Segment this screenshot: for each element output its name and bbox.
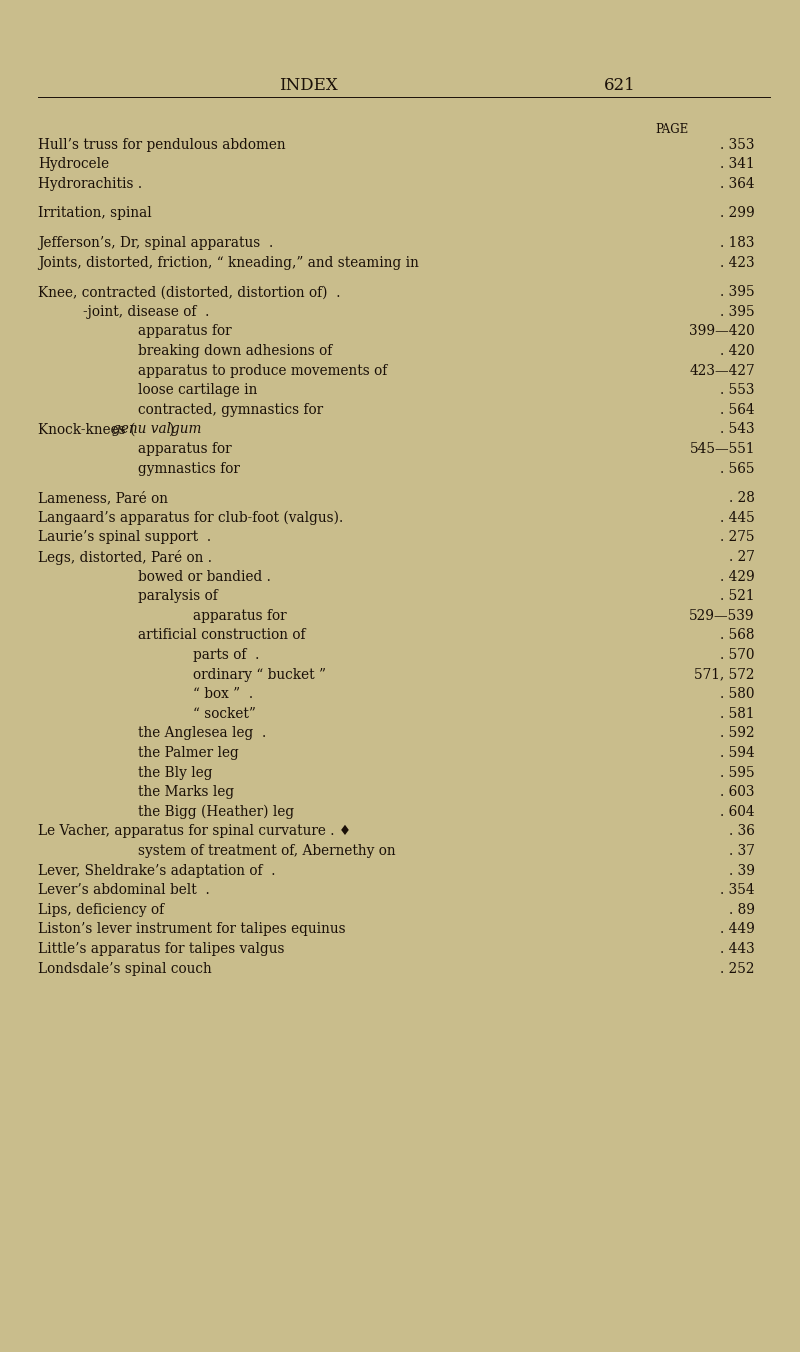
Text: . 592: . 592 bbox=[720, 726, 755, 741]
Text: . 521: . 521 bbox=[721, 589, 755, 603]
Text: INDEX: INDEX bbox=[278, 77, 338, 93]
Text: “ box ”  .: “ box ” . bbox=[193, 687, 253, 702]
Text: . 594: . 594 bbox=[720, 746, 755, 760]
Text: . 423: . 423 bbox=[720, 256, 755, 269]
Text: Lever, Sheldrake’s adaptation of  .: Lever, Sheldrake’s adaptation of . bbox=[38, 864, 275, 877]
Text: apparatus for: apparatus for bbox=[138, 324, 232, 338]
Text: the Bly leg: the Bly leg bbox=[138, 765, 213, 780]
Text: the Palmer leg: the Palmer leg bbox=[138, 746, 238, 760]
Text: . 564: . 564 bbox=[720, 403, 755, 416]
Text: Legs, distorted, Paré on .: Legs, distorted, Paré on . bbox=[38, 549, 212, 565]
Text: . 395: . 395 bbox=[720, 304, 755, 319]
Text: Knock-knees (: Knock-knees ( bbox=[38, 422, 135, 437]
Text: . 354: . 354 bbox=[720, 883, 755, 898]
Text: Joints, distorted, friction, “ kneading,” and steaming in: Joints, distorted, friction, “ kneading,… bbox=[38, 256, 419, 269]
Text: PAGE: PAGE bbox=[655, 123, 689, 137]
Text: . 39: . 39 bbox=[729, 864, 755, 877]
Text: -joint, disease of  .: -joint, disease of . bbox=[83, 304, 210, 319]
Text: Little’s apparatus for talipes valgus: Little’s apparatus for talipes valgus bbox=[38, 942, 285, 956]
Text: . 595: . 595 bbox=[720, 765, 755, 780]
Text: 621: 621 bbox=[604, 77, 636, 93]
Text: . 37: . 37 bbox=[729, 844, 755, 859]
Text: bowed or bandied .: bowed or bandied . bbox=[138, 569, 271, 584]
Text: genu valgum: genu valgum bbox=[112, 422, 202, 437]
Text: Irritation, spinal: Irritation, spinal bbox=[38, 207, 152, 220]
Text: Lever’s abdominal belt  .: Lever’s abdominal belt . bbox=[38, 883, 210, 898]
Text: Jefferson’s, Dr, spinal apparatus  .: Jefferson’s, Dr, spinal apparatus . bbox=[38, 237, 274, 250]
Text: . 183: . 183 bbox=[721, 237, 755, 250]
Text: Hydrocele: Hydrocele bbox=[38, 157, 109, 172]
Text: Liston’s lever instrument for talipes equinus: Liston’s lever instrument for talipes eq… bbox=[38, 922, 346, 937]
Text: Langaard’s apparatus for club-foot (valgus).: Langaard’s apparatus for club-foot (valg… bbox=[38, 511, 343, 525]
Text: . 395: . 395 bbox=[720, 285, 755, 299]
Text: . 543: . 543 bbox=[720, 422, 755, 437]
Text: . 275: . 275 bbox=[721, 530, 755, 545]
Text: Londsdale’s spinal couch: Londsdale’s spinal couch bbox=[38, 961, 212, 976]
Text: . 570: . 570 bbox=[721, 648, 755, 662]
Text: the Marks leg: the Marks leg bbox=[138, 786, 234, 799]
Text: the Anglesea leg  .: the Anglesea leg . bbox=[138, 726, 266, 741]
Text: . 443: . 443 bbox=[720, 942, 755, 956]
Text: 399—420: 399—420 bbox=[690, 324, 755, 338]
Text: Laurie’s spinal support  .: Laurie’s spinal support . bbox=[38, 530, 211, 545]
Text: apparatus to produce movements of: apparatus to produce movements of bbox=[138, 364, 387, 377]
Text: loose cartilage in: loose cartilage in bbox=[138, 383, 258, 397]
Text: contracted, gymnastics for: contracted, gymnastics for bbox=[138, 403, 323, 416]
Text: . 36: . 36 bbox=[729, 825, 755, 838]
Text: gymnastics for: gymnastics for bbox=[138, 461, 240, 476]
Text: . 604: . 604 bbox=[720, 804, 755, 819]
Text: the Bigg (Heather) leg: the Bigg (Heather) leg bbox=[138, 804, 294, 819]
Text: breaking down adhesions of: breaking down adhesions of bbox=[138, 343, 332, 358]
Text: . 580: . 580 bbox=[721, 687, 755, 702]
Text: . 89: . 89 bbox=[729, 903, 755, 917]
Text: . 364: . 364 bbox=[720, 177, 755, 191]
Text: . 27: . 27 bbox=[729, 550, 755, 564]
Text: 571, 572: 571, 572 bbox=[694, 668, 755, 681]
Text: . 299: . 299 bbox=[720, 207, 755, 220]
Text: Lips, deficiency of: Lips, deficiency of bbox=[38, 903, 164, 917]
Text: . 341: . 341 bbox=[720, 157, 755, 172]
Text: apparatus for: apparatus for bbox=[138, 442, 232, 456]
Text: Hydrorachitis .: Hydrorachitis . bbox=[38, 177, 142, 191]
Text: Lameness, Paré on: Lameness, Paré on bbox=[38, 491, 168, 506]
Text: artificial construction of: artificial construction of bbox=[138, 629, 306, 642]
Text: 529—539: 529—539 bbox=[690, 608, 755, 623]
Text: paralysis of: paralysis of bbox=[138, 589, 218, 603]
Text: 423—427: 423—427 bbox=[690, 364, 755, 377]
Text: system of treatment of, Abernethy on: system of treatment of, Abernethy on bbox=[138, 844, 396, 859]
Text: . 420: . 420 bbox=[720, 343, 755, 358]
Text: . 252: . 252 bbox=[721, 961, 755, 976]
Text: Knee, contracted (distorted, distortion of)  .: Knee, contracted (distorted, distortion … bbox=[38, 285, 341, 299]
Text: parts of  .: parts of . bbox=[193, 648, 259, 662]
Text: . 603: . 603 bbox=[721, 786, 755, 799]
Text: Hull’s truss for pendulous abdomen: Hull’s truss for pendulous abdomen bbox=[38, 138, 286, 151]
Text: . 429: . 429 bbox=[720, 569, 755, 584]
Text: . 581: . 581 bbox=[721, 707, 755, 721]
Text: “ socket”: “ socket” bbox=[193, 707, 256, 721]
Text: . 449: . 449 bbox=[720, 922, 755, 937]
Text: 545—551: 545—551 bbox=[690, 442, 755, 456]
Text: . 553: . 553 bbox=[721, 383, 755, 397]
Text: apparatus for: apparatus for bbox=[193, 608, 286, 623]
Text: ordinary “ bucket ”: ordinary “ bucket ” bbox=[193, 668, 326, 681]
Text: Le Vacher, apparatus for spinal curvature . ♦: Le Vacher, apparatus for spinal curvatur… bbox=[38, 825, 351, 838]
Text: . 568: . 568 bbox=[721, 629, 755, 642]
Text: ): ) bbox=[168, 422, 174, 437]
Text: . 445: . 445 bbox=[720, 511, 755, 525]
Text: . 565: . 565 bbox=[721, 461, 755, 476]
Text: . 353: . 353 bbox=[721, 138, 755, 151]
Text: . 28: . 28 bbox=[729, 491, 755, 506]
